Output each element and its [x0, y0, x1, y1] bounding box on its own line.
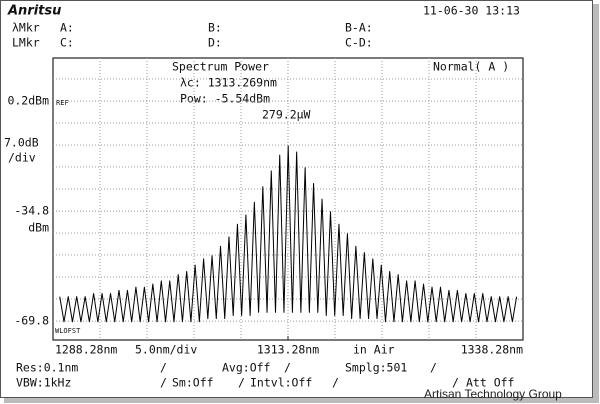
y-tick-label: -69.8: [14, 314, 49, 328]
mode: Normal( A ): [433, 60, 509, 74]
setting: VBW:1kHz: [16, 376, 71, 390]
marker-label: LMkr: [12, 36, 40, 50]
separator: /: [430, 361, 437, 375]
separator: /: [452, 376, 459, 390]
x-tick-label: 1313.28nm: [257, 343, 319, 357]
marker-label: λMkr: [12, 21, 40, 35]
setting: Intvl:Off: [250, 376, 312, 390]
y-tick-label: -34.8: [14, 204, 49, 218]
frame-shadow: [593, 4, 599, 402]
readout-power: Pow: -5.54dBm: [180, 92, 270, 106]
logo: Anritsu: [7, 4, 61, 19]
datetime: 11-06-30 13:13: [423, 4, 520, 18]
marker-label: D:: [208, 36, 222, 50]
ref-tag: REF: [56, 99, 69, 107]
marker-label: C-D:: [345, 36, 373, 50]
marker-label: B:: [208, 21, 222, 35]
separator: /: [284, 361, 291, 375]
frame-shadow: [4, 398, 599, 403]
setting: Att Off: [466, 376, 514, 390]
readout-center: λc: 1313.269nm: [180, 76, 277, 90]
scale-unit: /div: [8, 151, 36, 165]
x-tick-label: 1338.28nm: [461, 343, 523, 357]
readout-title: Spectrum Power: [172, 60, 269, 74]
y-tick-label: 0.2dBm: [7, 94, 49, 108]
marker-label: C:: [60, 36, 74, 50]
grid: [53, 58, 523, 340]
y-unit: dBm: [28, 221, 49, 235]
separator: /: [160, 361, 167, 375]
offset-tag: WLOFST: [55, 327, 81, 335]
separator: /: [160, 376, 167, 390]
setting: Smplg:501: [345, 361, 407, 375]
x-tick-label: 1288.28nm: [55, 343, 117, 357]
watermark: Artisan Technology Group: [424, 387, 562, 401]
separator: /: [332, 376, 339, 390]
screen-frame: [0, 0, 593, 398]
setting: Avg:Off: [222, 361, 270, 375]
span-per-div: 5.0nm/div: [135, 343, 197, 357]
spectrum-trace: [59, 145, 518, 323]
scale: 7.0dB: [4, 136, 39, 150]
separator: /: [238, 376, 245, 390]
medium: in Air: [353, 343, 395, 357]
readout-power-w: 279.2µW: [262, 108, 311, 122]
setting: Sm:Off: [172, 376, 214, 390]
marker-label: B-A:: [345, 21, 373, 35]
setting: Res:0.1nm: [16, 361, 78, 375]
marker-label: A:: [60, 21, 74, 35]
